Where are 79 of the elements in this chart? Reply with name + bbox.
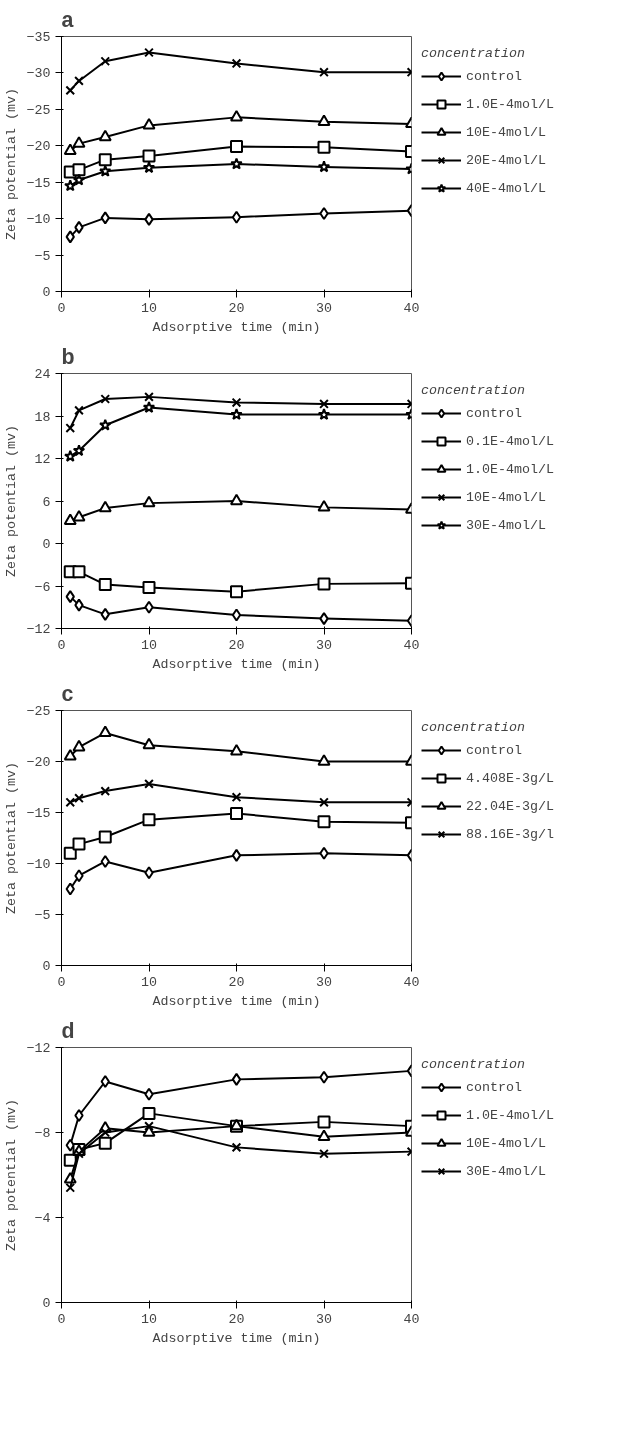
y-tick-label: −15 <box>26 175 51 191</box>
y-tick-label: 0 <box>42 537 51 552</box>
y-tick-label: −12 <box>26 1041 51 1056</box>
legend-label: 22.04E-3g/L <box>466 798 554 814</box>
x-tick-label: 10 <box>141 1311 157 1327</box>
x-tick-label: 30 <box>316 637 332 653</box>
y-tick-label: −6 <box>34 579 51 595</box>
legend-label: 40E-4mol/L <box>466 180 546 196</box>
legend-label: 20E-4mol/L <box>466 152 546 168</box>
x-tick-label: 20 <box>228 1311 245 1327</box>
legend-title: concentration <box>421 720 526 735</box>
legend-label: 4.408E-3g/L <box>466 770 554 786</box>
y-axis-title: Zeta potential (mv) <box>3 425 19 577</box>
x-tick-label: 40 <box>403 300 420 316</box>
y-tick-label: −15 <box>26 806 51 821</box>
y-tick-label: −8 <box>34 1126 51 1141</box>
x-tick-label: 10 <box>141 974 157 990</box>
x-tick-label: 40 <box>403 974 420 990</box>
legend-title: concentration <box>421 1057 526 1072</box>
y-tick-label: −4 <box>34 1211 51 1226</box>
legend-label: control <box>466 405 523 421</box>
y-tick-label: −35 <box>26 30 51 45</box>
legend-label: 10E-4mol/L <box>466 489 546 505</box>
legend-label: 88.16E-3g/l <box>466 826 554 842</box>
y-tick-label: −10 <box>26 857 51 872</box>
y-tick-label: 0 <box>42 959 51 974</box>
y-tick-label: −10 <box>26 212 51 228</box>
y-tick-label: −20 <box>26 139 51 155</box>
y-tick-label: 18 <box>34 409 51 425</box>
legend-label: control <box>466 1079 523 1095</box>
y-tick-label: 24 <box>34 367 51 382</box>
x-tick-label: 30 <box>316 1311 332 1327</box>
x-tick-label: 0 <box>57 300 66 316</box>
y-tick-label: 12 <box>34 452 51 467</box>
legend-label: 0.1E-4mol/L <box>466 433 554 449</box>
y-axis-title: Zeta potential (mv) <box>3 88 19 240</box>
x-axis-title: Adsorptive time (min) <box>152 1330 321 1346</box>
legend-title: concentration <box>421 46 526 61</box>
x-tick-label: 20 <box>228 637 245 653</box>
y-tick-label: 6 <box>42 494 51 510</box>
y-tick-label: −30 <box>26 66 51 82</box>
x-axis-title: Adsorptive time (min) <box>152 656 321 672</box>
x-tick-label: 30 <box>316 974 332 990</box>
x-tick-label: 20 <box>228 300 245 316</box>
x-tick-label: 20 <box>228 974 245 990</box>
x-tick-label: 40 <box>403 1311 420 1327</box>
y-tick-label: −25 <box>26 102 51 118</box>
legend-label: control <box>466 68 523 84</box>
y-tick-label: −5 <box>34 248 51 264</box>
legend-label: 1.0E-4mol/L <box>466 461 554 477</box>
x-tick-label: 30 <box>316 300 332 316</box>
chart-title: d <box>61 1018 75 1043</box>
legend-label: 1.0E-4mol/L <box>466 96 554 112</box>
legend-title: concentration <box>421 383 526 398</box>
legend-label: 10E-4mol/L <box>466 124 546 140</box>
chart-title: b <box>61 344 75 369</box>
y-tick-label: 0 <box>42 285 51 300</box>
legend-label: control <box>466 742 523 758</box>
y-axis-title: Zeta potential (mv) <box>3 762 19 914</box>
y-tick-label: 0 <box>42 1296 51 1311</box>
x-tick-label: 0 <box>57 1311 66 1327</box>
legend-label: 10E-4mol/L <box>466 1135 546 1151</box>
x-tick-label: 10 <box>141 300 157 316</box>
legend-label: 30E-4mol/L <box>466 1163 546 1179</box>
y-tick-label: −25 <box>26 704 51 719</box>
legend-label: 30E-4mol/L <box>466 517 546 533</box>
x-axis-title: Adsorptive time (min) <box>152 993 321 1009</box>
x-tick-label: 40 <box>403 637 420 653</box>
legend-label: 1.0E-4mol/L <box>466 1107 554 1123</box>
x-tick-label: 10 <box>141 637 157 653</box>
x-tick-label: 0 <box>57 637 66 653</box>
y-tick-label: −20 <box>26 755 51 770</box>
y-axis-title: Zeta potential (mv) <box>3 1099 19 1251</box>
chart-title: c <box>61 681 74 706</box>
x-tick-label: 0 <box>57 974 66 990</box>
y-tick-label: −12 <box>26 622 51 637</box>
x-axis-title: Adsorptive time (min) <box>152 319 321 335</box>
y-tick-label: −5 <box>34 908 51 923</box>
chart-title: a <box>61 7 74 32</box>
